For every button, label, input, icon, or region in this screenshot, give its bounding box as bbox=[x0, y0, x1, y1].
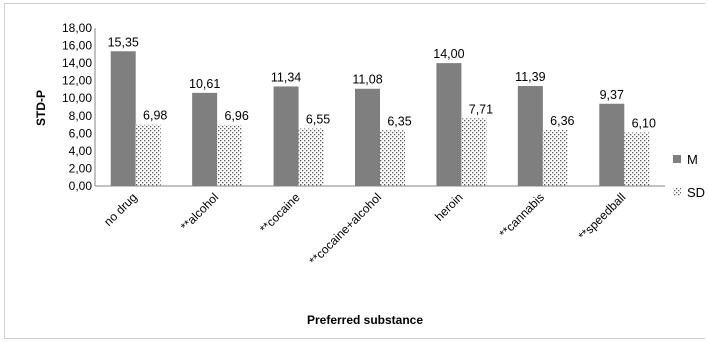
x-tick-label: **speedball bbox=[576, 190, 629, 243]
y-tick-label: 16,00 bbox=[62, 39, 92, 53]
chart-frame bbox=[4, 3, 705, 339]
bar-sd bbox=[542, 130, 568, 186]
data-label: 11,34 bbox=[271, 70, 301, 84]
bar-m bbox=[110, 51, 136, 187]
bar-m bbox=[273, 86, 299, 186]
y-tick-label: 6,00 bbox=[69, 126, 93, 140]
data-label: 6,10 bbox=[632, 116, 656, 130]
bar-m bbox=[436, 63, 462, 186]
x-tick-label: **alcohol bbox=[178, 190, 221, 233]
bar-sd bbox=[298, 128, 324, 186]
y-axis-title: STD-P bbox=[34, 90, 48, 126]
data-label: 11,39 bbox=[515, 70, 545, 84]
y-tick-label: 8,00 bbox=[69, 109, 93, 123]
x-tick-label: **cannabis bbox=[497, 190, 547, 240]
bar-m bbox=[355, 88, 380, 186]
bar-m bbox=[599, 103, 625, 186]
bar-sd bbox=[380, 130, 405, 186]
bar-sd bbox=[135, 124, 161, 186]
bar-sd bbox=[461, 118, 487, 186]
y-tick-label: 2,00 bbox=[69, 161, 93, 175]
data-label: 6,98 bbox=[143, 109, 167, 123]
y-tick-label: 14,00 bbox=[62, 56, 92, 70]
y-tick-label: 12,00 bbox=[62, 74, 92, 88]
data-label: 6,96 bbox=[224, 109, 248, 123]
data-label: 11,08 bbox=[352, 73, 382, 87]
legend-swatch-m bbox=[673, 155, 681, 163]
y-tick-label: 4,00 bbox=[69, 144, 93, 158]
data-label: 14,00 bbox=[433, 47, 464, 61]
x-tick-label: no drug bbox=[101, 190, 140, 229]
y-tick-label: 18,00 bbox=[62, 21, 92, 35]
x-tick-label: **cocaine bbox=[257, 190, 303, 236]
data-label: 6,55 bbox=[306, 113, 330, 127]
data-label: 6,36 bbox=[550, 114, 574, 128]
bar-m bbox=[192, 92, 218, 186]
x-tick-label: heroin bbox=[432, 190, 465, 223]
bar-m bbox=[517, 86, 543, 186]
data-label: 15,35 bbox=[108, 35, 139, 49]
legend-label: SD bbox=[687, 185, 705, 200]
legend-label: M bbox=[687, 152, 698, 167]
bar-sd bbox=[217, 124, 243, 186]
y-tick-label: 10,00 bbox=[62, 91, 92, 105]
bar-sd bbox=[624, 132, 650, 186]
legend-swatch-sd bbox=[673, 188, 681, 196]
data-label: 7,71 bbox=[469, 102, 493, 116]
data-label: 6,35 bbox=[387, 114, 411, 128]
data-label: 10,61 bbox=[189, 77, 220, 91]
y-tick-label: 0,00 bbox=[69, 179, 93, 193]
x-axis-title: Preferred substance bbox=[307, 313, 423, 327]
data-label: 9,37 bbox=[600, 88, 624, 102]
x-tick-label: **cocaine+alcohol bbox=[307, 190, 385, 268]
